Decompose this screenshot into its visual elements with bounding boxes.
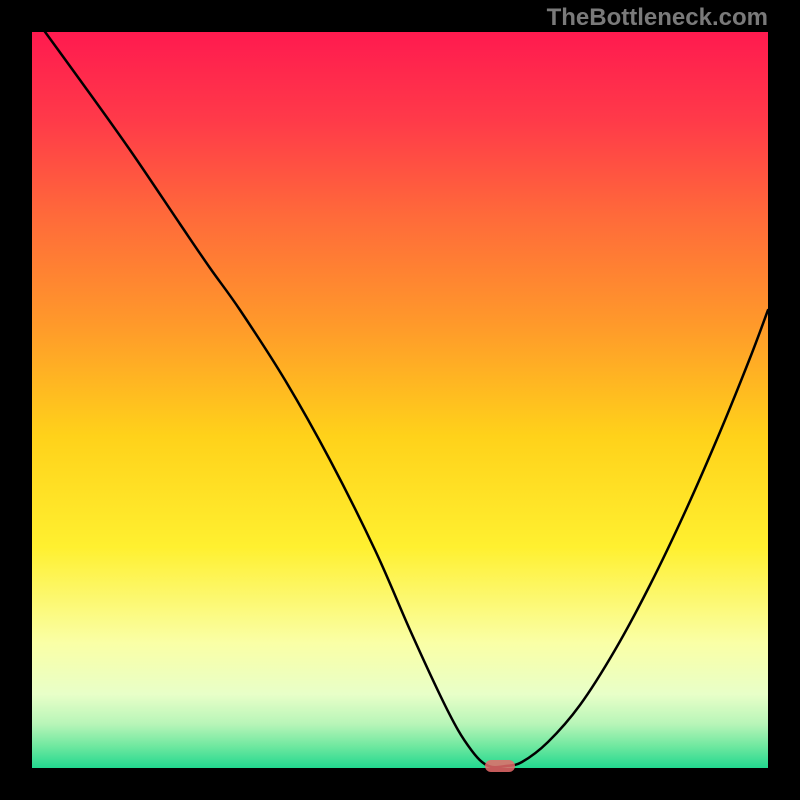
watermark-text: TheBottleneck.com bbox=[547, 4, 768, 32]
bottleneck-chart bbox=[0, 0, 800, 800]
chart-container: TheBottleneck.com bbox=[0, 0, 800, 800]
optimal-marker bbox=[485, 760, 515, 772]
plot-gradient-background bbox=[32, 32, 768, 768]
